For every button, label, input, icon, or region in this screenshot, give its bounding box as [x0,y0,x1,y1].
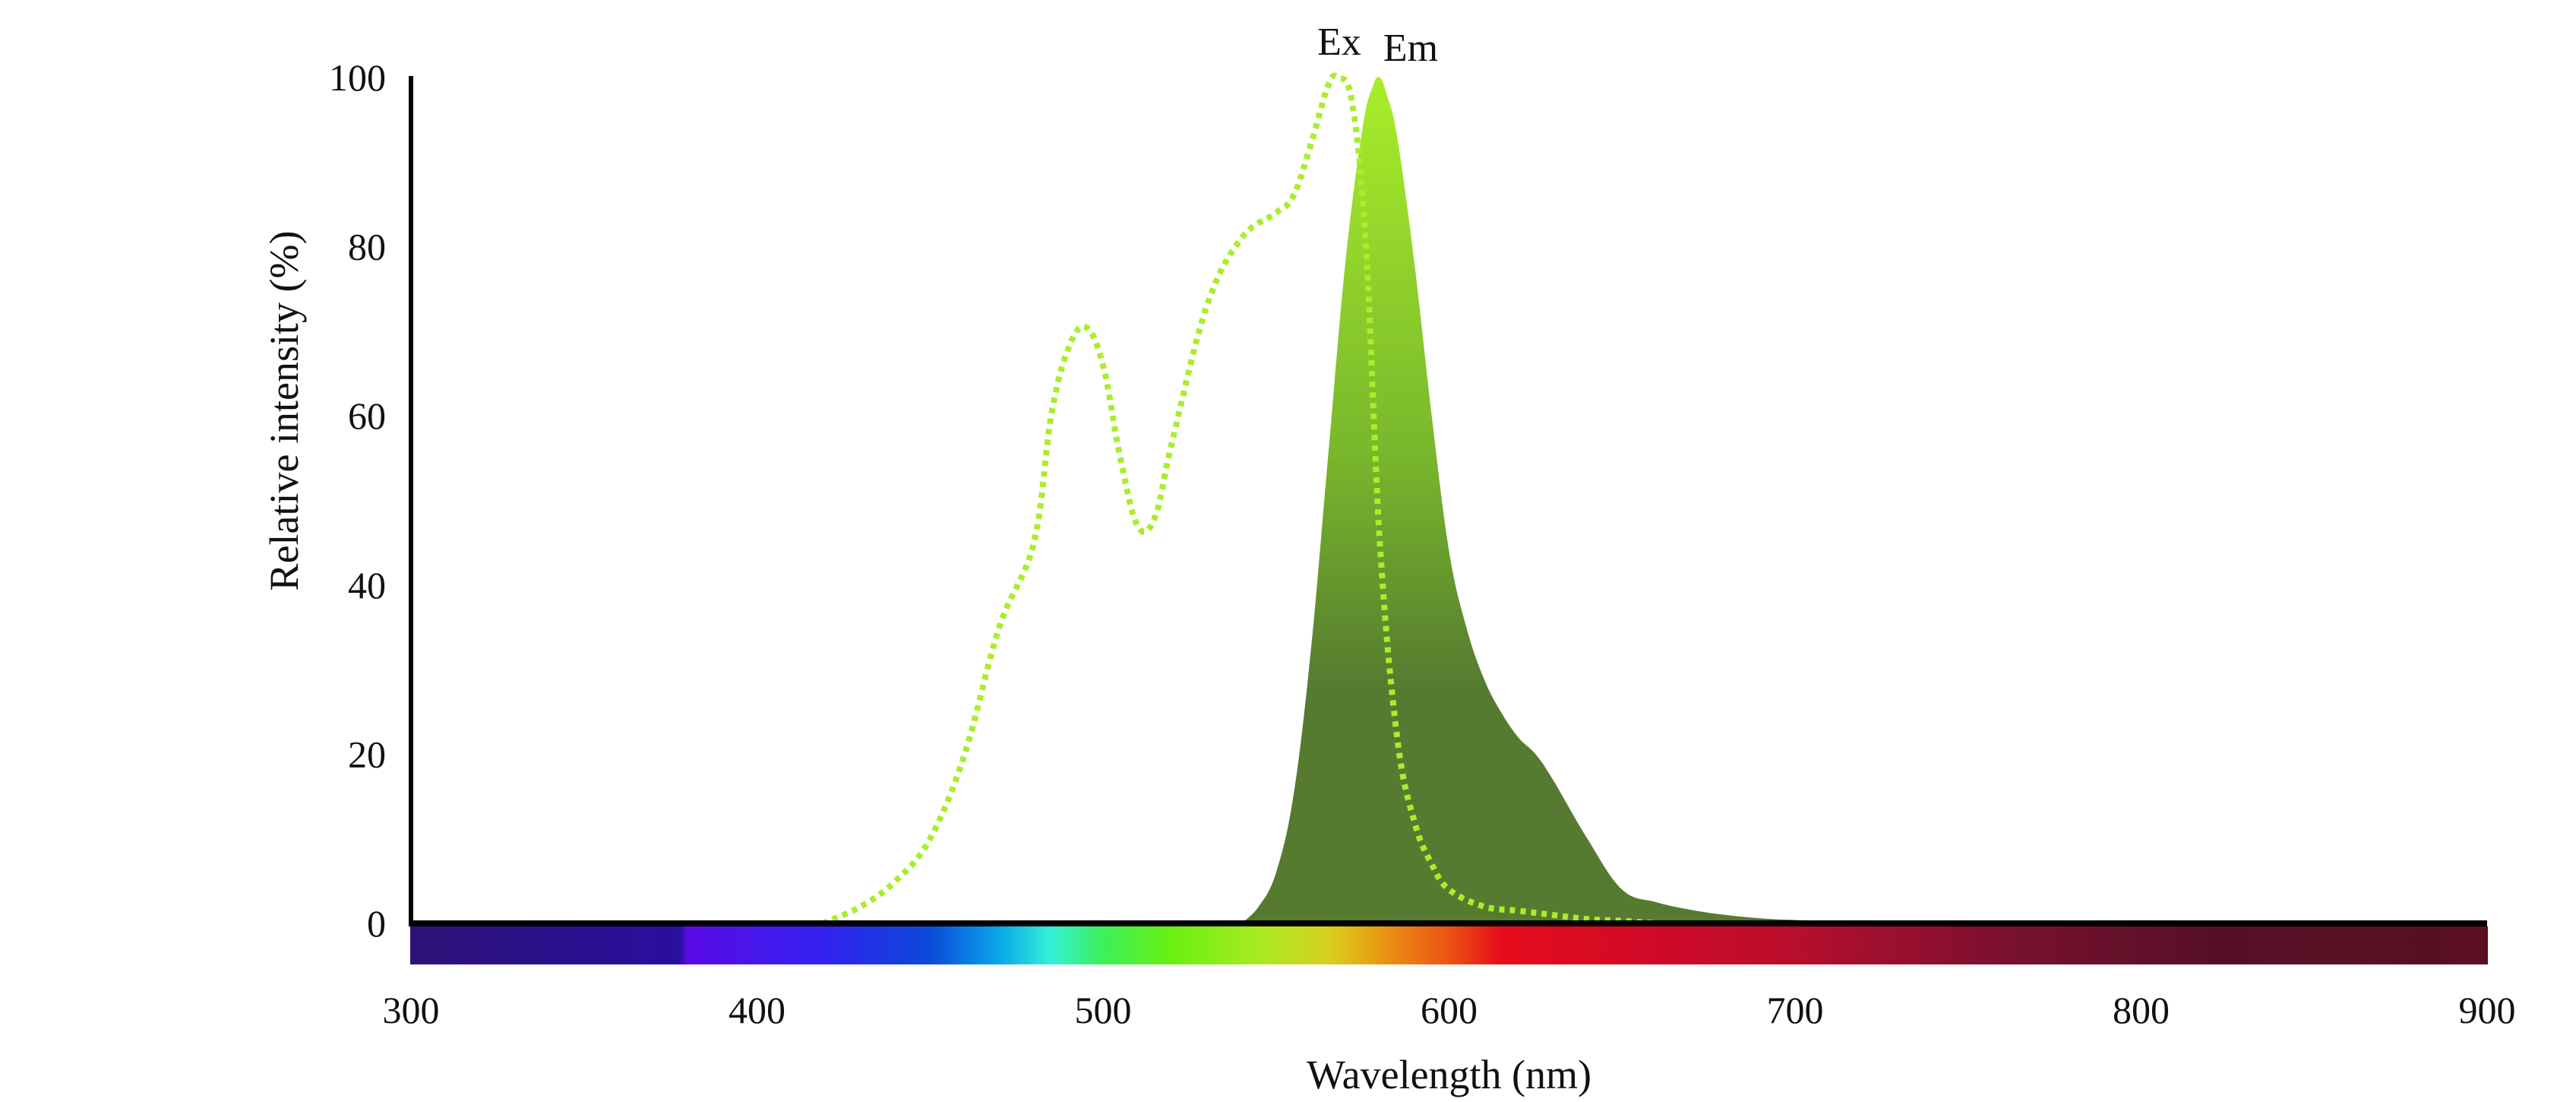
excitation-label: Ex [1317,21,1361,64]
x-tick-label: 300 [383,989,440,1031]
y-tick-label: 100 [329,56,386,99]
y-tick-label: 20 [348,733,386,775]
y-axis-title: Relative intensity (%) [261,231,307,591]
x-tick-label: 400 [729,989,785,1031]
y-tick-label: 40 [348,564,386,606]
x-tick-label: 800 [2113,989,2170,1031]
wavelength-color-bar [410,926,2488,964]
x-tick-label: 700 [1767,989,1824,1031]
x-tick-label: 900 [2459,989,2516,1031]
y-tick-labels: 0 20 40 60 80 100 [329,56,386,945]
y-tick-label: 60 [348,394,386,437]
x-tick-labels: 300 400 500 600 700 800 900 [383,989,2516,1031]
excitation-line [821,72,1658,926]
emission-label: Em [1383,27,1438,70]
y-tick-label: 0 [367,902,386,945]
y-tick-label: 80 [348,226,386,268]
x-tick-label: 600 [1421,989,1478,1031]
x-tick-label: 500 [1075,989,1132,1031]
x-axis-title: Wavelength (nm) [1307,1052,1591,1097]
emission-area [1241,77,2487,924]
